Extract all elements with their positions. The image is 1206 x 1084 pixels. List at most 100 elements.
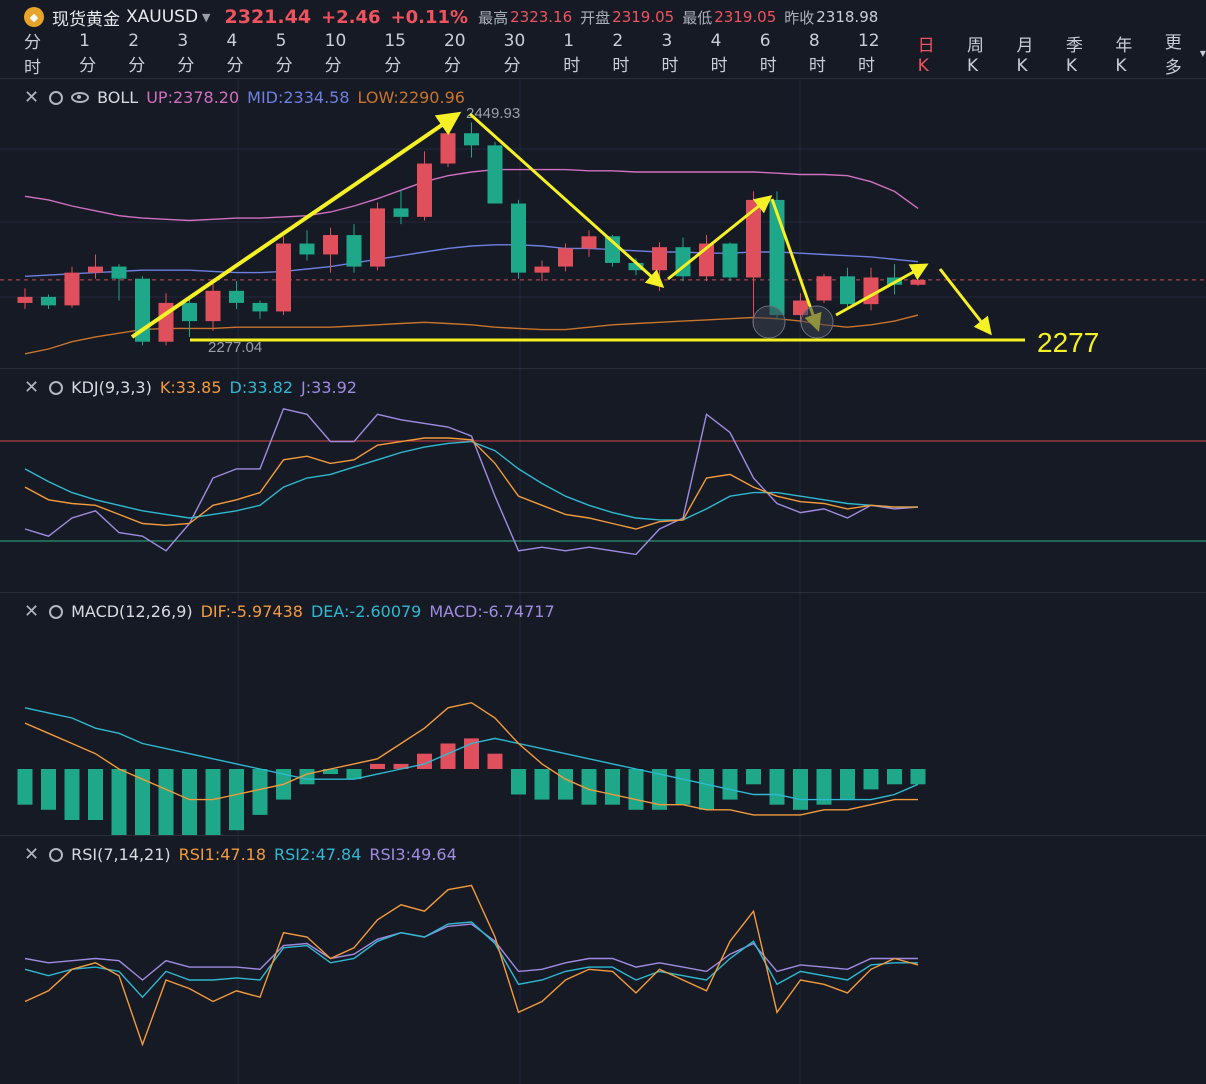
period-tab-9[interactable]: 30分 bbox=[503, 30, 526, 76]
high-value: 2323.16 bbox=[510, 8, 573, 26]
macd-histogram-bar bbox=[511, 769, 526, 795]
candle-body bbox=[652, 247, 667, 271]
candle-body bbox=[769, 199, 785, 316]
rsi2-line bbox=[24, 921, 918, 999]
close-icon[interactable]: ✕ bbox=[24, 87, 40, 108]
macd-pane: ✕ MACD(12,26,9) DIF:-5.97438 DEA:-2.6007… bbox=[0, 592, 1206, 836]
period-tab-12[interactable]: 3时 bbox=[661, 30, 679, 76]
macd-histogram-bar bbox=[534, 769, 550, 800]
macd-histogram-bar bbox=[205, 769, 221, 836]
macd-histogram-bar bbox=[840, 769, 855, 800]
period-tab-14[interactable]: 6时 bbox=[759, 30, 777, 76]
period-tab-7[interactable]: 15分 bbox=[384, 30, 406, 76]
chevron-down-icon[interactable]: ▾ bbox=[1199, 46, 1206, 60]
macd-histogram-bar bbox=[863, 769, 879, 790]
period-tab-18[interactable]: 周K bbox=[967, 35, 985, 76]
candle-body bbox=[534, 266, 550, 273]
macd-histogram-bar bbox=[88, 769, 103, 820]
candle-body bbox=[840, 276, 855, 305]
macd-histogram-bar bbox=[370, 763, 385, 769]
macd-histogram-bar bbox=[252, 769, 268, 815]
rsi-legend: ✕ RSI(7,14,21) RSI1:47.18 RSI2:47.84 RSI… bbox=[24, 844, 465, 865]
period-tab-15[interactable]: 8时 bbox=[808, 30, 826, 76]
macd-histogram-bar bbox=[652, 769, 667, 810]
gear-icon[interactable] bbox=[49, 90, 64, 105]
rsi1-value: RSI1:47.18 bbox=[178, 845, 267, 864]
quote-header: ◆ 现货黄金 XAUUSD ▼ 2321.44 +2.46 +0.11% 最高 … bbox=[0, 0, 1206, 34]
period-tab-17[interactable]: 日K bbox=[917, 35, 935, 76]
period-tab-16[interactable]: 12时 bbox=[857, 30, 880, 76]
next-bar-icon[interactable] bbox=[800, 305, 834, 339]
low-label: 最低 bbox=[682, 8, 713, 27]
low-price-label: 2277.04 bbox=[208, 339, 262, 356]
macd-histogram-bar bbox=[111, 769, 127, 836]
open-label: 开盘 bbox=[580, 8, 611, 27]
gear-icon[interactable] bbox=[49, 380, 64, 395]
candle-body bbox=[252, 302, 268, 312]
candle-body bbox=[64, 272, 80, 306]
macd-histogram-bar bbox=[158, 769, 174, 836]
macd-histogram-bar bbox=[17, 769, 33, 805]
last-price: 2321.44 bbox=[224, 6, 312, 28]
boll-mid-value: MID:2334.58 bbox=[247, 88, 350, 107]
period-tab-10[interactable]: 1时 bbox=[563, 30, 581, 76]
candle-body bbox=[746, 199, 761, 278]
macd-histogram-bar bbox=[323, 769, 338, 775]
macd-name: MACD(12,26,9) bbox=[71, 602, 193, 621]
macd-histogram-bar bbox=[793, 769, 808, 810]
macd-histogram-bar bbox=[464, 738, 479, 769]
prev-bar-icon[interactable] bbox=[752, 305, 786, 339]
prev-close-label: 昨收 bbox=[784, 8, 815, 27]
candle-body bbox=[88, 266, 103, 273]
boll-legend: ✕ BOLL UP:2378.20 MID:2334.58 LOW:2290.9… bbox=[24, 87, 473, 108]
macd-histogram-bar bbox=[229, 769, 244, 831]
period-tab-2[interactable]: 2分 bbox=[128, 30, 146, 76]
macd-histogram-bar bbox=[393, 763, 409, 769]
high-label: 最高 bbox=[478, 8, 509, 27]
candle-body bbox=[111, 266, 127, 279]
period-tab-6[interactable]: 10分 bbox=[324, 30, 347, 76]
macd-dif-value: DIF:-5.97438 bbox=[200, 602, 303, 621]
close-icon[interactable]: ✕ bbox=[24, 844, 40, 865]
rsi-chart[interactable] bbox=[0, 836, 1206, 1084]
price-change-pct: +0.11% bbox=[390, 6, 469, 28]
kdj-j-line bbox=[24, 407, 919, 556]
candle-body bbox=[229, 290, 244, 303]
macd-histogram-bar bbox=[628, 769, 644, 810]
macd-histogram-bar bbox=[769, 769, 785, 805]
instrument-symbol[interactable]: XAUUSD bbox=[126, 7, 199, 27]
candle-body bbox=[464, 133, 479, 146]
period-tab-4[interactable]: 4分 bbox=[226, 30, 244, 76]
gear-icon[interactable] bbox=[49, 604, 64, 619]
eye-icon[interactable] bbox=[71, 92, 90, 103]
rsi-pane: ✕ RSI(7,14,21) RSI1:47.18 RSI2:47.84 RSI… bbox=[0, 835, 1206, 1084]
candle-body bbox=[182, 302, 197, 322]
period-tab-19[interactable]: 月K bbox=[1016, 35, 1034, 76]
candle-body bbox=[417, 163, 432, 217]
kdj-legend: ✕ KDJ(9,3,3) K:33.85 D:33.82 J:33.92 bbox=[24, 377, 365, 398]
period-tab-13[interactable]: 4时 bbox=[710, 30, 728, 76]
close-icon[interactable]: ✕ bbox=[24, 601, 40, 622]
kdj-chart[interactable] bbox=[0, 369, 1206, 593]
annotation-arrow bbox=[835, 263, 929, 317]
candlestick-chart[interactable]: 2449.93 2277.04 2277 bbox=[0, 79, 1206, 369]
period-tab-8[interactable]: 20分 bbox=[443, 30, 466, 76]
gear-icon[interactable] bbox=[49, 847, 64, 862]
macd-histogram-bar bbox=[64, 769, 80, 820]
rsi-name: RSI(7,14,21) bbox=[71, 845, 171, 864]
period-tab-5[interactable]: 5分 bbox=[275, 30, 293, 76]
period-tab-3[interactable]: 3分 bbox=[177, 30, 195, 76]
chevron-down-icon[interactable]: ▼ bbox=[202, 10, 211, 24]
period-tab-0[interactable]: 分时 bbox=[24, 33, 41, 78]
period-tab-22[interactable]: 更多 bbox=[1164, 33, 1182, 78]
period-tab-1[interactable]: 1分 bbox=[79, 30, 97, 76]
candle-body bbox=[205, 290, 221, 322]
open-value: 2319.05 bbox=[612, 8, 675, 26]
macd-chart[interactable] bbox=[0, 593, 1206, 836]
candle-body bbox=[558, 248, 573, 267]
period-tab-20[interactable]: 季K bbox=[1065, 35, 1083, 76]
close-icon[interactable]: ✕ bbox=[24, 377, 40, 398]
period-selector: 分时 1分 2分 3分 4分 5分 10分 15分 20分 30分 1时 2时 3时 4时 6时 8时 12时 日… bbox=[0, 31, 1206, 79]
period-tab-21[interactable]: 年K bbox=[1115, 35, 1133, 76]
period-tab-11[interactable]: 2时 bbox=[612, 30, 630, 76]
